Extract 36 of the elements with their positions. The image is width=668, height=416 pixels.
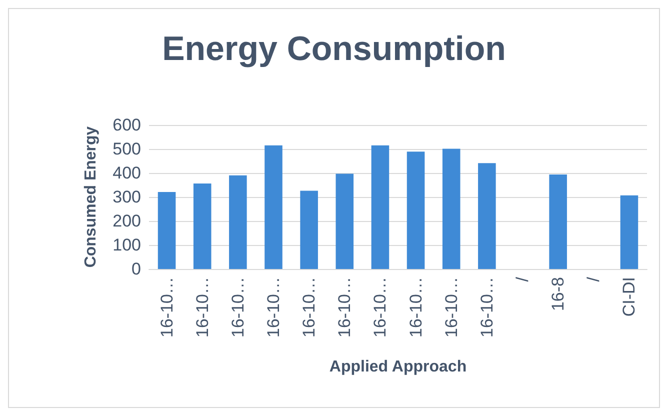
x-axis-title: Applied Approach (329, 358, 467, 376)
bar (158, 192, 176, 269)
x-tick-label: 16-10… (228, 277, 248, 338)
y-axis-title: Consumed Energy (82, 126, 100, 268)
x-tick-label: 16-10… (442, 277, 461, 338)
y-tick-label: 0 (132, 260, 141, 278)
x-tick-label: 16-8 (548, 277, 568, 312)
chart-title: Energy Consumption (162, 30, 506, 68)
bar (371, 145, 390, 269)
bar (193, 184, 212, 269)
y-tick-label: 100 (112, 236, 141, 254)
bar (478, 163, 496, 269)
x-tick-label: 16-10… (264, 277, 283, 338)
bar (442, 148, 460, 269)
x-tick-label: 16-10… (406, 277, 426, 338)
x-tick-label: 16-10… (477, 277, 496, 338)
x-tick-label: 16-10… (192, 277, 212, 338)
x-tick-label: 16-10… (370, 277, 390, 338)
y-tick-label: 300 (112, 188, 141, 206)
bar (620, 195, 638, 269)
bar (336, 174, 354, 269)
x-tick-label: CI-DI (620, 277, 639, 317)
x-tick-label: 16-10… (335, 277, 354, 338)
y-tick-label: 500 (112, 140, 141, 158)
y-tick-label: 600 (112, 116, 141, 134)
x-tick-label: / (513, 276, 532, 282)
bar (264, 145, 282, 269)
x-tick-label: 16-10… (157, 277, 176, 338)
y-tick-label: 400 (112, 164, 141, 182)
bar (406, 152, 425, 269)
x-tick-label: 16-10… (300, 277, 319, 338)
bar (549, 174, 567, 269)
x-tick-label: / (584, 276, 604, 282)
bar (229, 175, 247, 269)
y-tick-label: 200 (112, 212, 141, 230)
bar (300, 190, 318, 269)
